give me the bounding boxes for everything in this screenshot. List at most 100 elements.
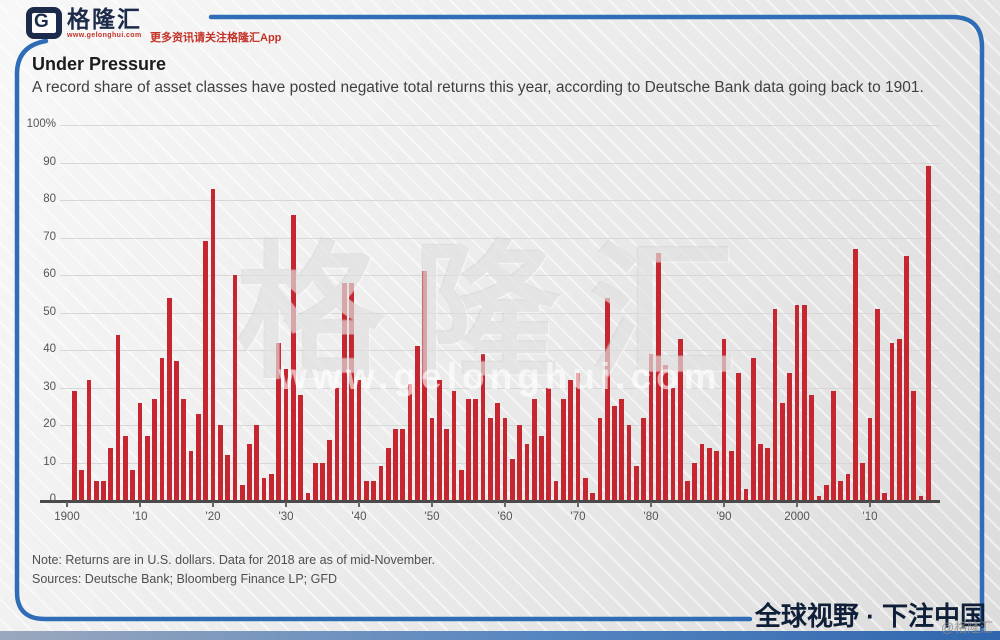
bar-1929 [276, 342, 282, 500]
bar-1946 [400, 428, 406, 500]
y-gridline [60, 200, 940, 201]
x-axis-tick [285, 502, 287, 507]
bar-1973 [597, 417, 603, 500]
bar-1967 [553, 481, 559, 500]
bar-1995 [758, 443, 763, 500]
bar-1948 [415, 346, 420, 500]
frame-top-right-line [208, 14, 985, 634]
bar-1934 [312, 462, 318, 500]
bar-1986 [692, 462, 698, 500]
y-gridline [60, 350, 940, 351]
bar-1968 [561, 398, 566, 500]
bar-1903 [86, 380, 92, 500]
y-axis-label: 70 [43, 230, 56, 243]
bar-1938 [342, 282, 347, 500]
bar-1907 [115, 335, 121, 500]
bar-1976 [619, 398, 625, 500]
bar-1993 [743, 488, 749, 500]
bar-2009 [860, 462, 866, 500]
bar-1925 [247, 443, 252, 500]
y-axis-label: 50 [43, 305, 56, 318]
x-axis-tick [431, 502, 433, 507]
bar-1965 [539, 436, 544, 500]
gelonghui-logo-icon: G [26, 7, 62, 39]
x-axis-label: 2000 [784, 511, 810, 523]
bar-1994 [750, 357, 756, 500]
x-axis-label: '20 [205, 511, 221, 523]
chart-title: Under Pressure [32, 54, 167, 74]
bar-1915 [174, 361, 179, 500]
y-axis-label: 90 [43, 155, 56, 168]
bar-1933 [305, 492, 311, 500]
bar-2000 [794, 305, 800, 500]
bar-1931 [290, 215, 296, 500]
bar-1921 [217, 425, 223, 500]
corner-watermark: @格隆汇 [941, 620, 994, 635]
y-axis-label: 60 [43, 268, 56, 280]
bar-1922 [225, 455, 230, 500]
x-axis-label: '40 [351, 511, 367, 523]
bar-1916 [181, 398, 187, 500]
y-axis-label: 0 [49, 493, 56, 505]
bar-1966 [546, 387, 552, 500]
bar-1981 [655, 252, 661, 500]
bar-1927 [261, 477, 267, 500]
bar-1944 [385, 447, 391, 500]
bar-1962 [517, 425, 522, 500]
x-axis-label: 1900 [54, 511, 80, 523]
x-axis-label: '60 [497, 511, 513, 523]
bar-2006 [838, 481, 844, 500]
bar-1988 [707, 447, 712, 500]
x-axis-tick [358, 502, 360, 507]
bar-1943 [378, 466, 384, 500]
bar-2017 [918, 496, 924, 500]
bar-2015 [904, 256, 909, 500]
logo-title: 格隆汇 [67, 6, 142, 32]
bar-1979 [641, 417, 647, 500]
y-axis-label: 100% [26, 118, 56, 130]
x-axis-tick [869, 502, 871, 507]
bar-1936 [327, 440, 333, 500]
footer-slogan: 全球视野 · 下注中国 [754, 601, 986, 631]
y-axis-label: 40 [43, 343, 56, 355]
bar-1977 [626, 425, 632, 500]
bar-1908 [123, 436, 128, 500]
bar-1974 [604, 297, 610, 500]
logo-url: www.gelonghui.com [67, 32, 142, 39]
bar-1945 [393, 428, 398, 500]
bar-1932 [298, 395, 303, 500]
bar-1964 [531, 398, 537, 500]
bar-1960 [502, 417, 508, 500]
bar-2003 [816, 496, 822, 500]
bar-1902 [79, 470, 84, 500]
bar-1928 [269, 473, 274, 500]
bar-2013 [889, 342, 895, 500]
y-axis-label: 20 [43, 418, 56, 430]
x-axis-tick [796, 502, 798, 507]
bar-1952 [444, 428, 449, 500]
bar-1998 [780, 402, 785, 500]
bar-1999 [787, 372, 793, 500]
chart-sources: Sources: Deutsche Bank; Bloomberg Financ… [32, 572, 338, 586]
bar-1970 [575, 372, 581, 500]
bar-1978 [634, 466, 639, 500]
bar-1969 [568, 380, 574, 500]
x-axis-tick [577, 502, 579, 507]
bar-1947 [407, 383, 413, 500]
y-gridline [60, 312, 940, 314]
bar-2004 [823, 485, 829, 500]
bar-1918 [196, 413, 201, 500]
bar-1982 [663, 365, 668, 500]
x-axis-tick [650, 502, 652, 507]
bar-2002 [809, 395, 814, 500]
x-axis-tick [504, 502, 506, 507]
bar-1914 [166, 297, 172, 500]
bar-1904 [93, 481, 99, 500]
bar-1984 [677, 338, 683, 500]
bar-1941 [363, 481, 369, 500]
bar-1909 [130, 470, 136, 500]
bar-1926 [254, 425, 260, 500]
bar-1906 [108, 447, 114, 500]
x-axis-label: '10 [132, 511, 148, 523]
